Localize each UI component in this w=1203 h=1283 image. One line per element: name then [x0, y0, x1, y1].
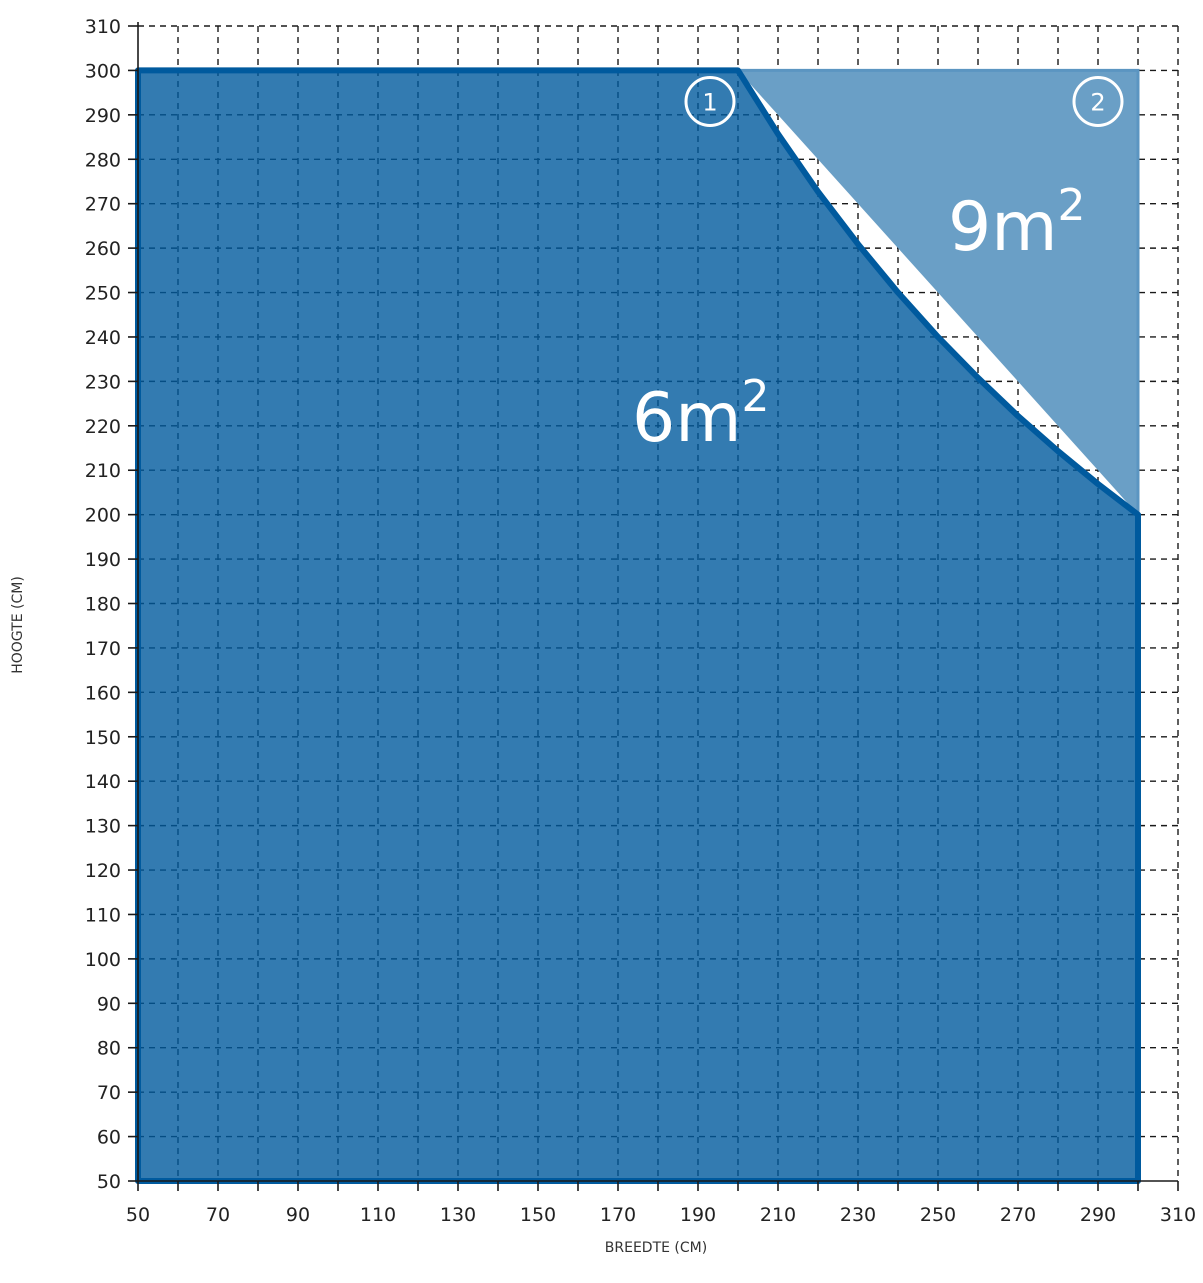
y-tick-label: 270 [85, 194, 121, 216]
area-series-2-edge [738, 68, 1140, 515]
areas [135, 67, 1141, 1184]
area-label-9m2: 9m2 [948, 180, 1086, 267]
x-tick-label: 90 [286, 1204, 310, 1226]
x-axis-label: BREEDTE (CM) [605, 1240, 707, 1256]
y-tick-label: 250 [85, 283, 121, 305]
y-tick-label: 210 [85, 460, 121, 482]
y-tick-label: 60 [97, 1127, 121, 1149]
x-tick-label: 150 [520, 1204, 556, 1226]
y-tick-label: 130 [85, 816, 121, 838]
y-tick-label: 230 [85, 371, 121, 393]
y-tick-label: 170 [85, 638, 121, 660]
y-tick-label: 160 [85, 682, 121, 704]
y-tick-label: 300 [85, 60, 121, 82]
y-tick-label: 120 [85, 860, 121, 882]
y-tick-label: 110 [85, 904, 121, 926]
y-tick-label: 310 [85, 16, 121, 38]
axes: 5060708090100110120130140150160170180190… [85, 16, 1196, 1226]
area-label-6m2: 6m2 [632, 371, 770, 458]
marker-circle-1 [684, 76, 736, 128]
x-tick-label: 50 [126, 1204, 150, 1226]
y-tick-label: 180 [85, 594, 121, 616]
y-tick-label: 80 [97, 1038, 121, 1060]
x-tick-label: 70 [206, 1204, 230, 1226]
y-tick-label: 200 [85, 505, 121, 527]
y-tick-label: 240 [85, 327, 121, 349]
marker-number-1: 1 [702, 89, 717, 117]
y-axis-label: HOOGTE (CM) [10, 576, 26, 674]
area-series-1-outline [135, 67, 1141, 1184]
x-tick-label: 170 [600, 1204, 636, 1226]
annotations: 1 2 6m2 9m2 [632, 76, 1124, 458]
y-tick-label: 100 [85, 949, 121, 971]
area-series-1 [138, 70, 1138, 1181]
y-tick-label: 140 [85, 771, 121, 793]
x-tick-label: 130 [440, 1204, 476, 1226]
marker-number-2: 2 [1090, 89, 1105, 117]
x-tick-label: 250 [920, 1204, 956, 1226]
x-tick-label: 210 [760, 1204, 796, 1226]
x-tick-label: 290 [1080, 1204, 1116, 1226]
area-series-2 [738, 70, 1138, 515]
y-tick-label: 90 [97, 993, 121, 1015]
y-tick-label: 260 [85, 238, 121, 260]
y-tick-label: 280 [85, 149, 121, 171]
x-tick-label: 270 [1000, 1204, 1036, 1226]
y-tick-label: 190 [85, 549, 121, 571]
x-tick-label: 190 [680, 1204, 716, 1226]
x-tick-label: 110 [360, 1204, 396, 1226]
y-tick-label: 150 [85, 727, 121, 749]
x-tick-label: 230 [840, 1204, 876, 1226]
y-tick-label: 220 [85, 416, 121, 438]
y-tick-label: 290 [85, 105, 121, 127]
x-tick-label: 310 [1160, 1204, 1196, 1226]
marker-circle-2 [1072, 76, 1124, 128]
y-tick-label: 70 [97, 1082, 121, 1104]
y-tick-label: 50 [97, 1171, 121, 1193]
